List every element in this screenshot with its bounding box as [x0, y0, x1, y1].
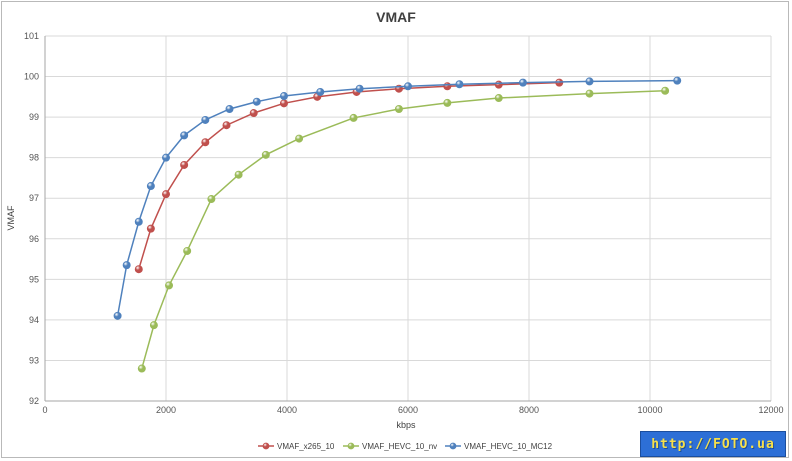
data-point	[518, 78, 527, 87]
data-point	[249, 109, 258, 118]
data-point	[494, 80, 503, 89]
data-point	[355, 84, 364, 93]
legend: VMAF_x265_10 VMAF_HEVC_10_nv VMAF_HEVC_10_…	[258, 442, 553, 451]
data-point	[161, 190, 170, 199]
data-point	[225, 105, 234, 114]
data-point	[113, 311, 122, 320]
data-point	[295, 134, 304, 143]
data-point	[149, 321, 158, 330]
data-point	[137, 364, 146, 373]
data-point	[316, 87, 325, 96]
watermark-logo: http://FOTO.ua	[640, 431, 786, 457]
x-tick-label: 0	[42, 405, 47, 415]
y-tick-label: 92	[29, 396, 39, 406]
data-point	[234, 170, 243, 179]
data-point	[134, 265, 143, 274]
data-point	[443, 82, 452, 91]
data-point	[222, 121, 231, 130]
series-line	[141, 90, 666, 369]
y-tick-label: 94	[29, 315, 39, 325]
x-axis-label: kbps	[396, 420, 416, 430]
data-point	[180, 131, 189, 140]
data-point	[146, 224, 155, 233]
watermark-text: http://FOTO.ua	[651, 436, 775, 452]
data-point	[134, 217, 143, 226]
legend-label: VMAF_HEVC_10_MC12	[464, 442, 553, 451]
data-point	[349, 113, 358, 122]
y-tick-label: 100	[24, 72, 39, 82]
data-point	[146, 182, 155, 191]
y-axis-label: VMAF	[6, 205, 16, 231]
series-VMAF_HEVC_10_MC12	[113, 76, 682, 320]
data-point	[180, 160, 189, 169]
y-tick-label: 96	[29, 234, 39, 244]
y-tick-label: 98	[29, 153, 39, 163]
legend-marker	[262, 442, 270, 450]
x-tick-label: 12000	[758, 405, 783, 415]
data-point	[161, 153, 170, 162]
data-point	[261, 150, 270, 159]
y-tick-label: 97	[29, 193, 39, 203]
x-tick-label: 2000	[156, 405, 176, 415]
data-point	[585, 77, 594, 86]
x-tick-label: 8000	[519, 405, 539, 415]
legend-item: VMAF_HEVC_10_MC12	[445, 442, 553, 451]
grid-lines	[45, 35, 772, 401]
x-tick-label: 4000	[277, 405, 297, 415]
y-tick-label: 95	[29, 274, 39, 284]
y-tick-label: 93	[29, 355, 39, 365]
x-tick-label: 10000	[637, 405, 662, 415]
legend-label: VMAF_HEVC_10_nv	[362, 442, 437, 451]
legend-item: VMAF_HEVC_10_nv	[343, 442, 437, 451]
data-point	[252, 97, 261, 106]
data-point	[183, 246, 192, 255]
data-point	[673, 76, 682, 85]
data-point	[201, 138, 210, 147]
y-tick-label: 101	[24, 31, 39, 41]
data-point	[455, 80, 464, 89]
data-point	[279, 99, 288, 108]
chart-title: VMAF	[376, 9, 416, 25]
data-point	[122, 261, 131, 270]
axes	[44, 36, 771, 402]
y-tick-label: 99	[29, 112, 39, 122]
legend-item: VMAF_x265_10	[258, 442, 335, 451]
legend-label: VMAF_x265_10	[277, 442, 335, 451]
data-point	[165, 281, 174, 290]
data-point	[279, 92, 288, 101]
data-point	[494, 94, 503, 103]
series-VMAF_x265_10	[134, 78, 564, 274]
data-point	[403, 82, 412, 91]
series-VMAF_HEVC_10_nv	[137, 86, 670, 373]
data-point	[585, 89, 594, 98]
legend-marker	[347, 442, 355, 450]
data-point	[201, 115, 210, 124]
data-point	[443, 98, 452, 107]
tick-labels: 92 93 94 95 96 97 98 99 100 101 0 2000 4000 6000 8000 1…	[24, 31, 784, 415]
series-lines	[113, 76, 682, 373]
series-line	[138, 81, 560, 270]
data-point	[394, 105, 403, 114]
legend-marker	[449, 442, 457, 450]
data-point	[207, 195, 216, 204]
x-tick-label: 6000	[398, 405, 418, 415]
data-point	[661, 86, 670, 95]
